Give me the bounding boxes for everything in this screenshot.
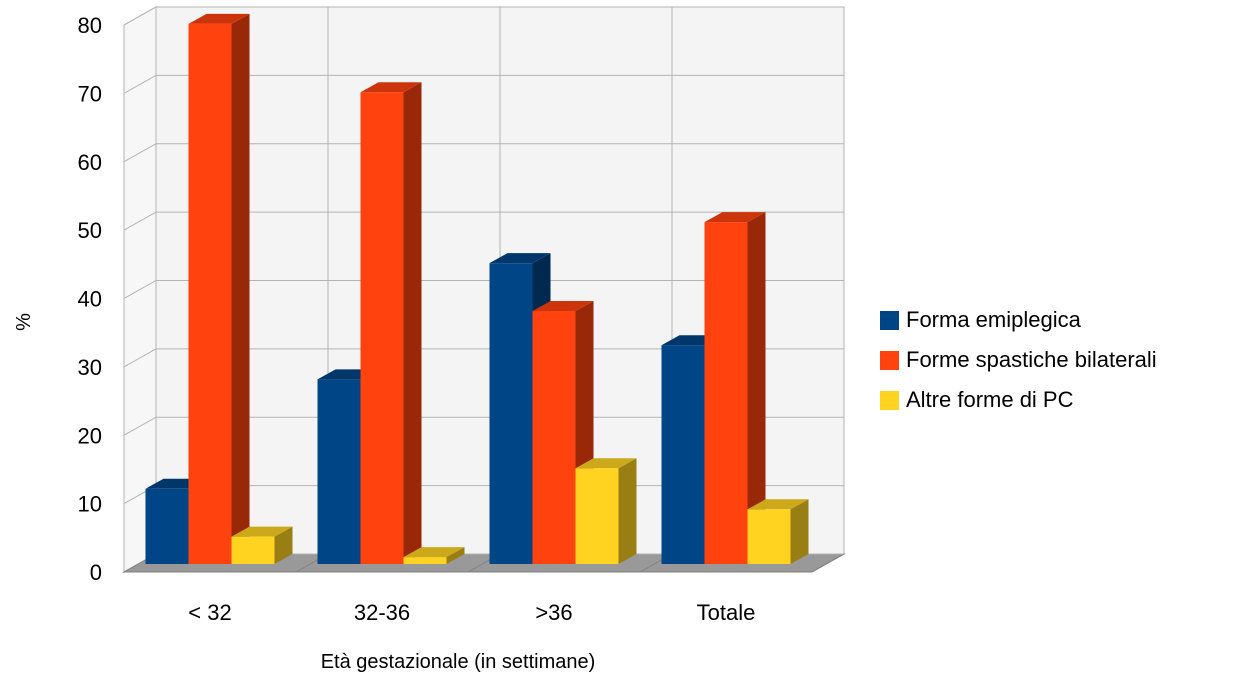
legend-label: Forme spastiche bilaterali — [906, 347, 1157, 372]
bar-top — [231, 526, 293, 537]
bar — [575, 458, 637, 564]
bar-top — [403, 547, 465, 558]
bar-front — [489, 263, 533, 564]
legend-swatch — [880, 350, 899, 370]
bar-front — [403, 557, 447, 564]
x-tick-label: Totale — [697, 600, 756, 625]
bar-front — [231, 536, 275, 564]
bar-front — [360, 92, 404, 565]
bar-front — [188, 23, 232, 564]
bar-front — [704, 222, 748, 564]
bar-top — [747, 499, 809, 510]
bar-top — [532, 301, 594, 312]
floor-divider — [811, 553, 845, 573]
x-tick-label: >36 — [535, 600, 572, 625]
bar-front — [532, 311, 576, 564]
y-tick-label: 70 — [78, 81, 102, 106]
bar — [532, 301, 594, 564]
y-tick-label: 10 — [78, 492, 102, 517]
bar-side — [747, 212, 766, 564]
y-tick-label: 50 — [78, 218, 102, 243]
y-tick-label: 80 — [78, 13, 102, 38]
bar-top — [704, 212, 766, 223]
bar-top — [188, 13, 250, 24]
legend-label: Forma emiplegica — [906, 307, 1081, 332]
bar — [188, 13, 250, 564]
y-tick-label: 30 — [78, 355, 102, 380]
y-tick-label: 20 — [78, 423, 102, 448]
bar-front — [661, 345, 705, 564]
bar-side — [231, 13, 250, 564]
y-tick-label: 0 — [90, 560, 102, 585]
bars — [145, 13, 809, 565]
bar-top — [360, 82, 422, 93]
bar-side — [618, 458, 637, 564]
bar — [403, 547, 465, 564]
x-tick-label: < 32 — [188, 600, 231, 625]
bar-side — [403, 82, 422, 565]
x-tick-labels: < 32 32-36 >36 Totale — [188, 600, 755, 625]
bar-side — [274, 526, 293, 564]
bar — [747, 499, 809, 564]
bar-side — [790, 499, 809, 564]
bar-side — [446, 547, 465, 564]
x-axis-title: Età gestazionale (in settimane) — [321, 651, 596, 673]
legend-item: Forma emiplegica — [880, 300, 1157, 340]
bar-front — [317, 379, 361, 564]
legend: Forma emiplegica Forme spastiche bilater… — [880, 300, 1157, 420]
bar — [231, 526, 293, 564]
y-tick-label: 60 — [78, 150, 102, 175]
bar-front — [575, 468, 619, 564]
bar-top — [489, 253, 551, 264]
legend-item: Forme spastiche bilaterali — [880, 340, 1157, 380]
bar-front — [145, 488, 189, 564]
y-tick-label: 40 — [78, 287, 102, 312]
legend-swatch — [880, 310, 899, 330]
y-axis-title: % — [13, 313, 35, 331]
legend-item: Altre forme di PC — [880, 380, 1157, 420]
bar — [360, 82, 422, 565]
x-tick-label: 32-36 — [354, 600, 410, 625]
legend-label: Altre forme di PC — [906, 387, 1074, 412]
bar-top — [575, 458, 637, 469]
bar-front — [747, 509, 791, 564]
legend-swatch — [880, 390, 899, 410]
y-tick-labels: 0 10 20 30 40 50 60 70 80 — [78, 13, 102, 585]
bar — [704, 212, 766, 564]
